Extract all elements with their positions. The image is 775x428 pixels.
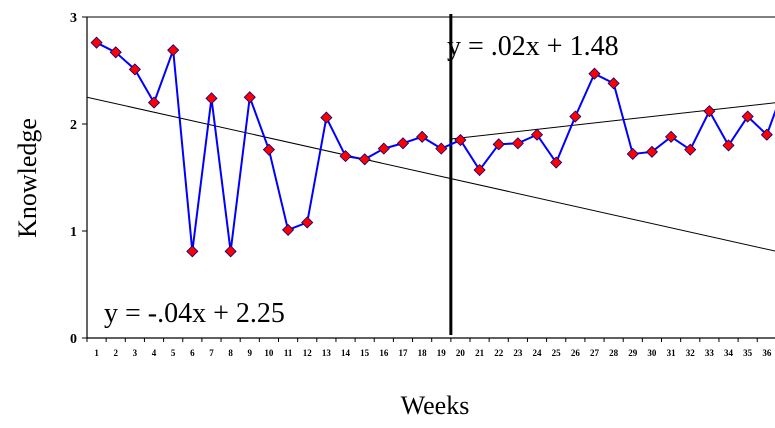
- x-tick-label: 26: [571, 348, 581, 358]
- data-point: [511, 137, 524, 150]
- data-point: [607, 77, 620, 90]
- y-tick-label: 2: [70, 118, 77, 133]
- x-tick-label: 10: [264, 348, 274, 358]
- data-point: [205, 92, 218, 105]
- x-tick-label: 36: [762, 348, 772, 358]
- x-tick-label: 30: [647, 348, 657, 358]
- x-tick-label: 24: [533, 348, 543, 358]
- x-tick-label: 17: [398, 348, 408, 358]
- data-point: [760, 128, 773, 141]
- x-tick-label: 5: [171, 348, 176, 358]
- y-tick-label: 1: [70, 225, 77, 240]
- data-point: [128, 63, 141, 76]
- data-point: [282, 223, 295, 236]
- x-tick-label: 12: [303, 348, 313, 358]
- x-tick-label: 7: [209, 348, 214, 358]
- x-tick-label: 6: [190, 348, 195, 358]
- data-point: [224, 245, 237, 258]
- data-point: [301, 216, 314, 229]
- x-tick-label: 25: [552, 348, 562, 358]
- x-tick-label: 8: [228, 348, 233, 358]
- x-tick-label: 18: [418, 348, 428, 358]
- data-point: [90, 36, 103, 49]
- x-tick-label: 34: [724, 348, 734, 358]
- data-point: [377, 142, 390, 155]
- data-point: [684, 143, 697, 156]
- trendline-2-equation: y = .02x + 1.48: [447, 31, 619, 62]
- x-tick-label: 23: [513, 348, 523, 358]
- x-tick-label: 35: [743, 348, 753, 358]
- data-point: [320, 111, 333, 124]
- data-point: [358, 153, 371, 166]
- data-point: [167, 44, 180, 57]
- x-tick-label: 11: [284, 348, 293, 358]
- x-tick-label: 21: [475, 348, 485, 358]
- x-tick-label: 32: [686, 348, 696, 358]
- trendline-2: [450, 102, 775, 140]
- data-point: [722, 139, 735, 152]
- y-axis-title: Knowledge: [13, 118, 42, 238]
- x-tick-label: 1: [94, 348, 99, 358]
- x-tick-label: 13: [322, 348, 332, 358]
- x-tick-label: 28: [609, 348, 619, 358]
- data-point: [530, 128, 544, 141]
- data-point: [454, 133, 467, 147]
- x-tick-label: 9: [248, 348, 253, 358]
- x-tick-label: 4: [152, 348, 157, 358]
- data-point: [741, 110, 754, 123]
- x-tick-label: 14: [341, 348, 351, 358]
- data-point: [703, 105, 716, 118]
- data-point: [492, 138, 505, 151]
- data-point: [473, 163, 486, 177]
- x-tick-label: 15: [360, 348, 370, 358]
- x-tick-label: 3: [133, 348, 138, 358]
- data-point: [147, 96, 161, 109]
- data-point: [569, 110, 582, 123]
- data-point: [626, 147, 639, 161]
- data-point: [645, 145, 658, 158]
- data-point: [588, 67, 601, 80]
- x-tick-label: 22: [494, 348, 504, 358]
- x-tick-label: 33: [705, 348, 715, 358]
- x-tick-label: 20: [456, 348, 466, 358]
- x-tick-label: 2: [113, 348, 118, 358]
- data-point: [435, 142, 448, 155]
- data-point: [109, 46, 122, 59]
- data-point: [262, 143, 275, 156]
- trendline-1-equation: y = -.04x + 2.25: [104, 298, 285, 329]
- x-tick-label: 29: [628, 348, 638, 358]
- x-axis-title: Weeks: [401, 391, 470, 420]
- data-point: [665, 130, 678, 143]
- x-tick-label: 19: [437, 348, 447, 358]
- data-point: [339, 150, 352, 163]
- data-point: [396, 137, 410, 150]
- series-line: [96, 41, 775, 252]
- y-tick-label: 3: [70, 11, 77, 26]
- data-point: [416, 130, 429, 143]
- data-point: [243, 91, 256, 104]
- data-point: [550, 156, 563, 169]
- x-tick-label: 16: [379, 348, 389, 358]
- y-tick-label: 0: [70, 332, 77, 347]
- x-tick-label: 27: [590, 348, 600, 358]
- data-point: [186, 245, 199, 258]
- x-tick-label: 31: [667, 348, 677, 358]
